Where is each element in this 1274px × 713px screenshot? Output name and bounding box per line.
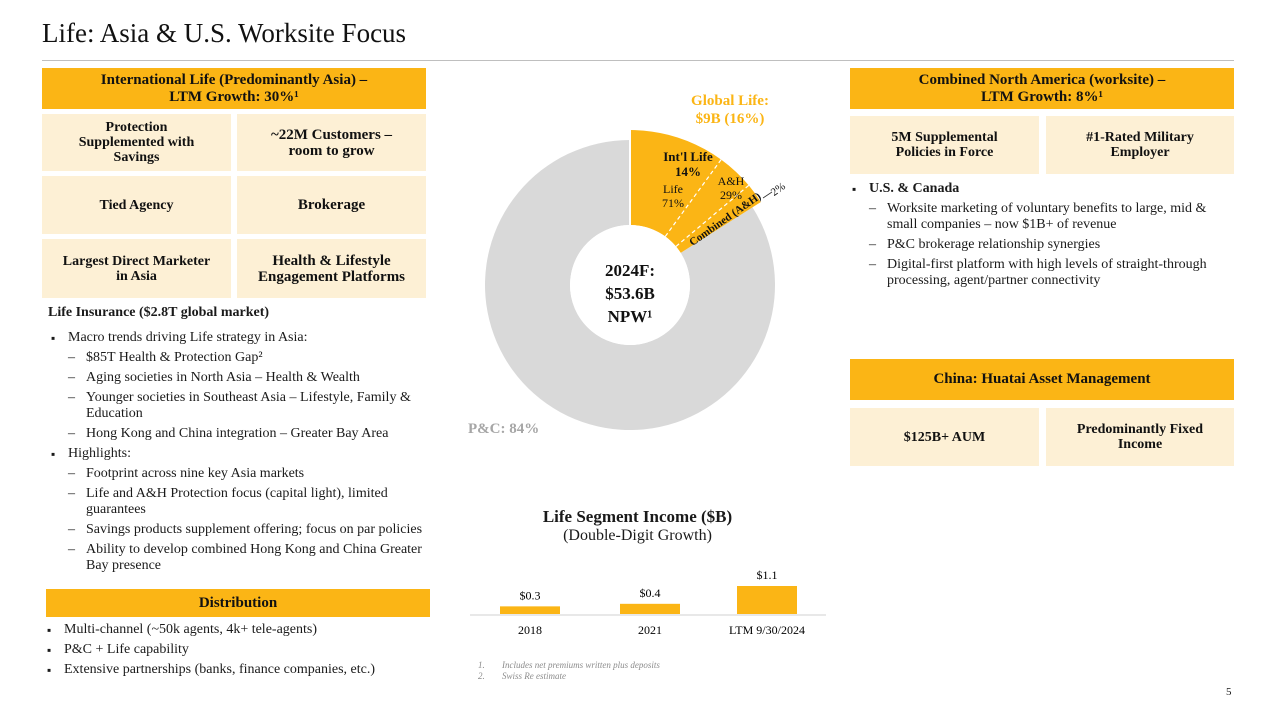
combined-pct: 2%	[769, 180, 788, 198]
tile-military-employer: #1-Rated Military Employer	[1046, 116, 1234, 174]
tile-customers: ~22M Customers – room to grow	[237, 114, 426, 171]
bar-category-label-2: LTM 9/30/2024	[729, 623, 805, 637]
tile-supplemental-policies: 5M Supplemental Policies in Force	[850, 116, 1039, 174]
pie-center-hole	[570, 225, 690, 345]
life-label: Life	[663, 182, 683, 196]
pie-center-line-1: 2024F:	[605, 261, 655, 280]
tile-protection: Protection Supplemented with Savings	[42, 114, 231, 171]
global-life-label-2: $9B (16%)	[696, 111, 765, 127]
life-pct: 71%	[662, 196, 684, 210]
npw-pie-chart: Global Life: $9B (16%) Int'l Life 14% Li…	[468, 93, 788, 437]
life-insurance-label: Life Insurance ($2.8T global market)	[48, 305, 270, 320]
bar-chart-title: Life Segment Income ($B)	[542, 507, 733, 526]
pie-divider-intl-combined	[675, 184, 750, 247]
tile-tied-agency: Tied Agency	[42, 176, 231, 234]
bar-2	[737, 586, 797, 614]
footnote-2: Swiss Re estimate	[502, 671, 566, 681]
bar-category-label-1: 2021	[638, 623, 662, 637]
footnote-1: Includes net premiums written plus depos…	[502, 660, 660, 670]
pie-center-line-2: $53.6B	[605, 284, 655, 303]
bar-category-label-0: 2018	[518, 623, 542, 637]
tile-aum: $125B+ AUM	[850, 408, 1039, 466]
pc-label: P&C: 84%	[468, 421, 539, 437]
global-life-label-1: Global Life:	[691, 93, 769, 109]
footnote-number-1: 1.	[478, 660, 485, 670]
page-number: 5	[1226, 686, 1232, 698]
tile-health-lifestyle: Health & Lifestyle Engagement Platforms	[237, 239, 426, 298]
ah-pct: 29%	[720, 188, 742, 202]
bar-value-label-0: $0.3	[520, 588, 541, 602]
page-title: Life: Asia & U.S. Worksite Focus	[42, 18, 407, 48]
bar-chart-subtitle: (Double-Digit Growth)	[563, 527, 712, 544]
footnote-number-2: 2.	[478, 671, 485, 681]
bar-1	[620, 603, 680, 614]
highlights-bullet: Highlights: Footprint across nine key As…	[48, 446, 438, 574]
pie-slice-pc	[485, 140, 775, 430]
ah-label: A&H	[718, 174, 745, 188]
tile-fixed-income: Predominantly Fixed Income	[1046, 408, 1234, 466]
bar-value-label-1: $0.4	[640, 586, 661, 600]
macro-bullet: Macro trends driving Life strategy in As…	[48, 330, 438, 442]
bar-0	[500, 606, 560, 614]
pie-divider-life-ah	[664, 159, 722, 237]
title-divider	[42, 60, 1234, 61]
pie-center-line-3: NPW¹	[608, 307, 653, 326]
us-canada-bullets: U.S. & Canada Worksite marketing of volu…	[849, 181, 1234, 293]
intl-life-header: International Life (Predominantly Asia) …	[42, 68, 426, 109]
distribution-header: Distribution	[46, 589, 430, 617]
north-america-header: Combined North America (worksite) – LTM …	[850, 68, 1234, 109]
income-bar-chart: $0.3 2018 $0.4 2021 $1.1 LTM 9/30/2024	[470, 568, 826, 637]
left-bullets: Macro trends driving Life strategy in As…	[48, 330, 438, 578]
tile-brokerage: Brokerage	[237, 176, 426, 234]
intl-life-pct: 14%	[675, 164, 701, 179]
distribution-bullets: Multi-channel (~50k agents, 4k+ tele-age…	[44, 622, 444, 682]
bar-value-label-2: $1.1	[757, 568, 778, 582]
china-header: China: Huatai Asset Management	[850, 359, 1234, 400]
intl-life-label: Int'l Life	[663, 149, 713, 164]
combined-leader-line	[762, 191, 773, 199]
pie-slice-global-life	[630, 130, 761, 253]
tile-direct-marketer: Largest Direct Marketer in Asia	[42, 239, 231, 298]
